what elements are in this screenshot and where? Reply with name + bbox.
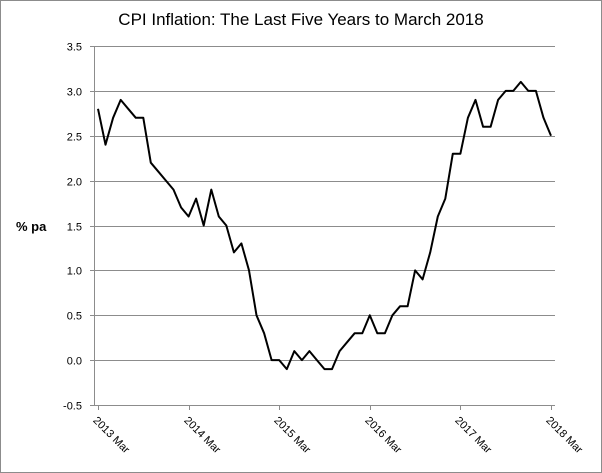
gridlines xyxy=(94,46,555,406)
x-tick-label: 2013 Mar xyxy=(90,415,132,457)
x-tick-labels: 2013 Mar 2014 Mar 2015 Mar 2016 Mar 2017 Mar… xyxy=(90,415,585,457)
y-tick-label: 1.5 xyxy=(67,222,82,234)
x-tick-label: 2017 Mar xyxy=(452,415,494,457)
series-line-group xyxy=(97,80,552,371)
y-tick-label: 1.0 xyxy=(67,266,82,278)
y-axis-label: % pa xyxy=(16,219,47,234)
x-tick-label: 2016 Mar xyxy=(362,415,404,457)
y-tick-label: 2.5 xyxy=(67,132,82,144)
x-tick-label: 2015 Mar xyxy=(271,415,313,457)
y-tick-label: 0.5 xyxy=(67,311,82,323)
x-tick-label: 2014 Mar xyxy=(181,415,223,457)
axes xyxy=(90,46,555,410)
y-tick-label: 3.5 xyxy=(67,42,82,54)
y-tick-label: 3.0 xyxy=(67,87,82,99)
y-tick-label: 2.0 xyxy=(67,177,82,189)
x-tick-label: 2018 Mar xyxy=(543,415,585,457)
chart-title: CPI Inflation: The Last Five Years to Ma… xyxy=(118,10,484,29)
cpi-series-line xyxy=(97,80,552,371)
y-tick-label: -0.5 xyxy=(63,401,82,413)
y-tick-labels: 3.5 3.0 2.5 2.0 1.5 1.0 0.5 0.0 -0.5 xyxy=(63,42,82,413)
y-tick-label: 0.0 xyxy=(67,356,82,368)
